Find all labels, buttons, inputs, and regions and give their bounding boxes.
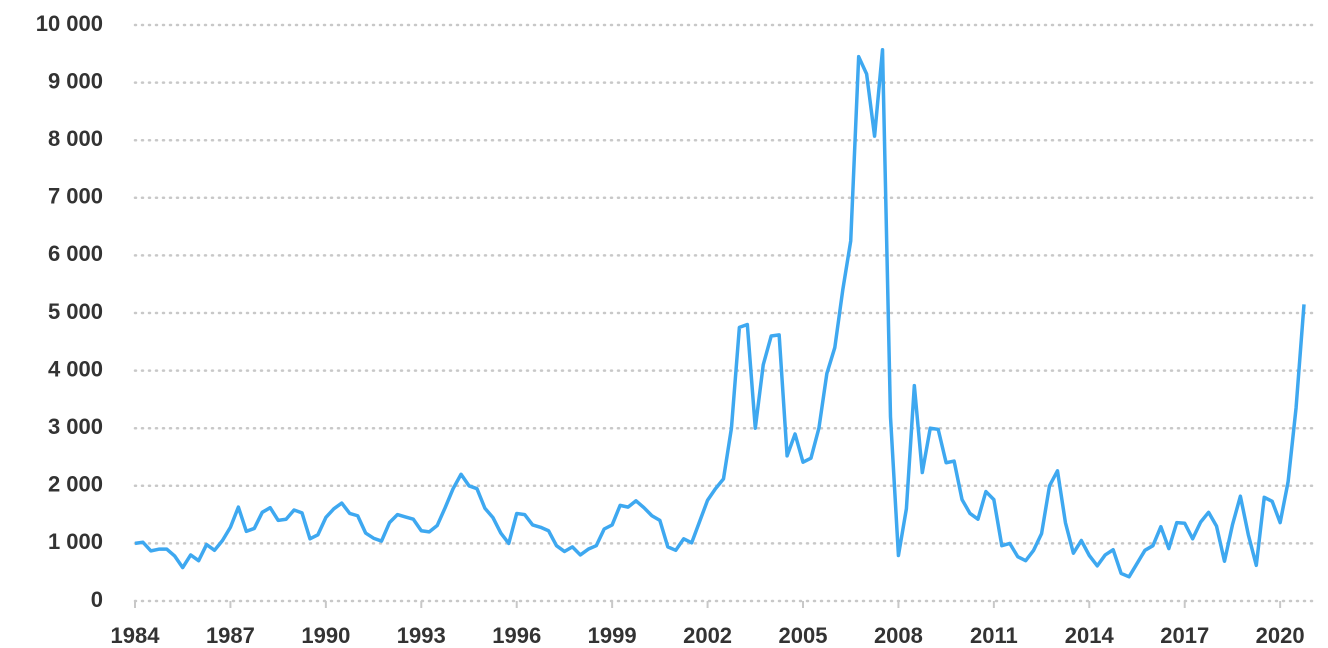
y-tick-label: 3 000 [48, 414, 103, 439]
x-tick-label: 2005 [779, 623, 828, 648]
x-tick-label: 1987 [206, 623, 255, 648]
x-tick-label: 1984 [111, 623, 161, 648]
x-tick-label: 2011 [970, 623, 1018, 648]
x-tick-label: 1990 [301, 623, 350, 648]
y-tick-label: 1 000 [48, 529, 103, 554]
y-tick-label: 5 000 [48, 299, 103, 324]
x-tick-label: 2014 [1065, 623, 1115, 648]
x-tick-label: 1999 [588, 623, 637, 648]
x-tick-label: 2008 [874, 623, 923, 648]
x-tick-label: 1996 [492, 623, 541, 648]
y-tick-label: 8 000 [48, 126, 103, 151]
y-tick-label: 0 [91, 587, 103, 612]
y-tick-label: 2 000 [48, 472, 103, 497]
y-tick-label: 6 000 [48, 241, 103, 266]
x-tick-label: 2020 [1256, 623, 1305, 648]
y-tick-label: 10 000 [36, 11, 103, 36]
y-tick-label: 4 000 [48, 356, 103, 381]
y-tick-label: 7 000 [48, 184, 103, 209]
x-tick-label: 1993 [397, 623, 446, 648]
x-tick-label: 2002 [683, 623, 732, 648]
y-tick-label: 9 000 [48, 68, 103, 93]
data-line [134, 48, 1306, 579]
x-tick-label: 2017 [1160, 623, 1209, 648]
